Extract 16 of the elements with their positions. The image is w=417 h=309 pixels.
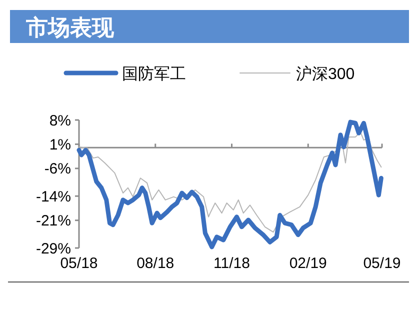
legend-label: 国防军工	[122, 65, 186, 83]
line-series	[78, 132, 382, 233]
y-tick-label: -6%	[44, 160, 71, 178]
y-tick-label: -14%	[36, 188, 71, 206]
x-tick-label: 11/18	[214, 255, 250, 272]
legend-label: 沪深300	[296, 65, 355, 83]
y-tick-label: 1%	[49, 136, 71, 154]
y-tick-label: 8%	[49, 112, 71, 130]
x-tick-label: 05/19	[363, 255, 401, 272]
line-series	[76, 120, 384, 250]
x-tick-label: 05/18	[60, 255, 98, 272]
x-tick-label: 02/19	[289, 255, 327, 272]
x-tick-label: 08/18	[136, 255, 174, 272]
y-tick-label: -21%	[36, 212, 71, 230]
chart-title: 市场表现	[25, 15, 115, 41]
y-tick-label: -29%	[36, 240, 71, 258]
